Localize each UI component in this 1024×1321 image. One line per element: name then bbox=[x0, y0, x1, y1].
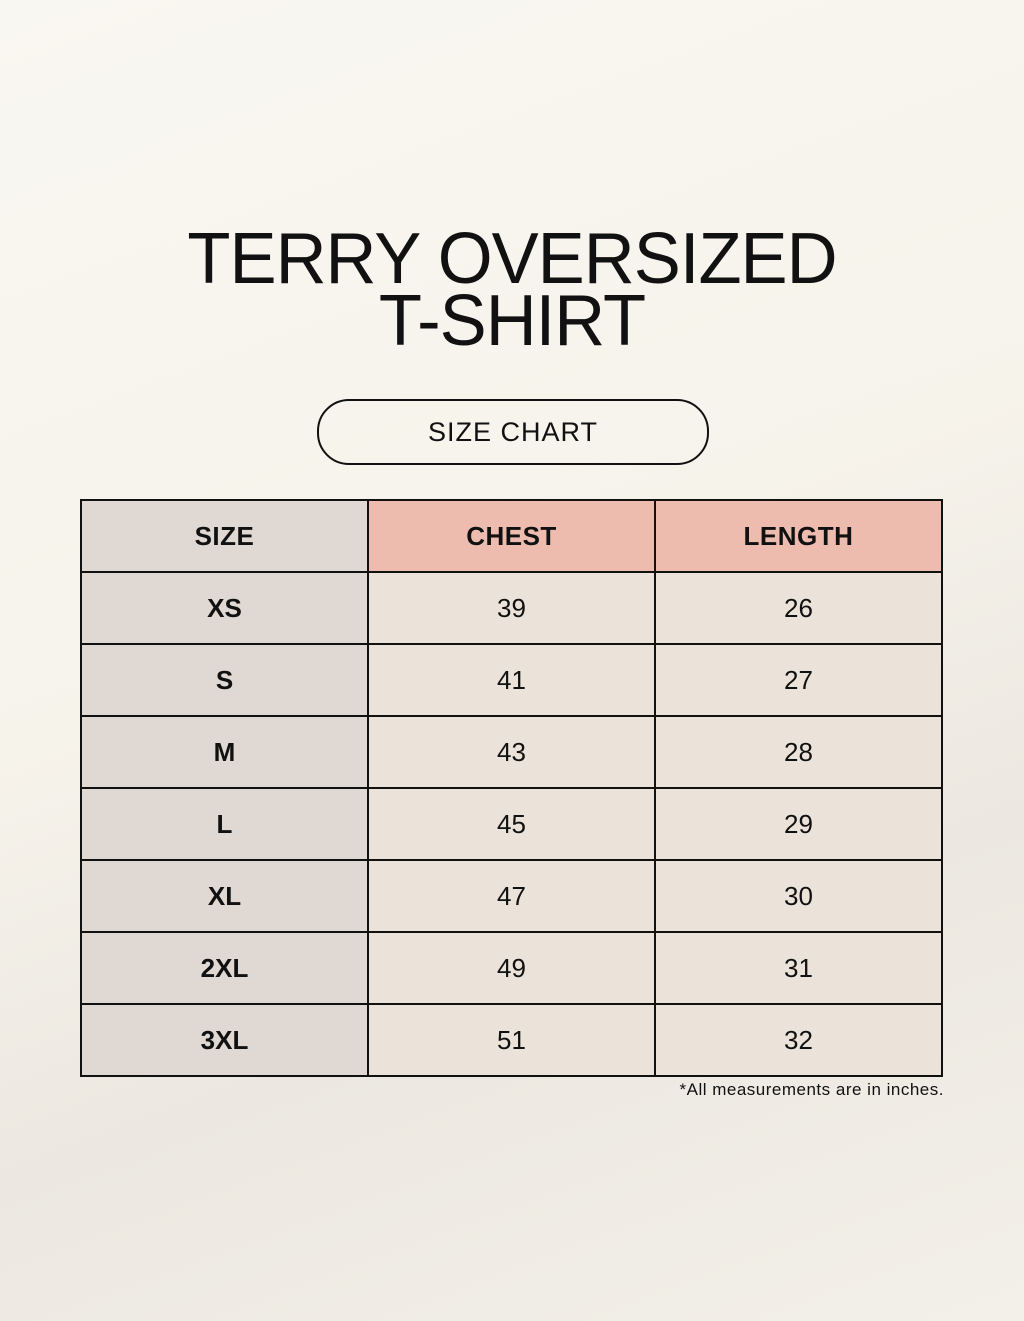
table-row: L 45 29 bbox=[80, 787, 943, 861]
chest-cell: 49 bbox=[367, 931, 656, 1005]
table-row: S 41 27 bbox=[80, 643, 943, 717]
size-cell: M bbox=[80, 715, 369, 789]
size-cell: L bbox=[80, 787, 369, 861]
length-cell: 26 bbox=[654, 571, 943, 645]
chest-cell: 43 bbox=[367, 715, 656, 789]
table-row: XS 39 26 bbox=[80, 571, 943, 645]
title-line-1: TERRY OVERSIZED bbox=[187, 219, 837, 299]
footnote: *All measurements are in inches. bbox=[679, 1080, 944, 1099]
length-cell: 32 bbox=[654, 1003, 943, 1077]
table-row: XL 47 30 bbox=[80, 859, 943, 933]
table-header-row: SIZE CHEST LENGTH bbox=[80, 499, 943, 573]
length-cell: 29 bbox=[654, 787, 943, 861]
chest-cell: 45 bbox=[367, 787, 656, 861]
size-cell: 2XL bbox=[80, 931, 369, 1005]
size-cell: 3XL bbox=[80, 1003, 369, 1077]
header-length: LENGTH bbox=[654, 499, 943, 573]
page-title: TERRY OVERSIZED T-SHIRT bbox=[0, 219, 1024, 361]
chest-cell: 51 bbox=[367, 1003, 656, 1077]
table-row: 3XL 51 32 bbox=[80, 1003, 943, 1077]
header-chest: CHEST bbox=[367, 499, 656, 573]
length-cell: 31 bbox=[654, 931, 943, 1005]
chest-cell: 41 bbox=[367, 643, 656, 717]
header-size: SIZE bbox=[80, 499, 369, 573]
table-row: 2XL 49 31 bbox=[80, 931, 943, 1005]
size-chart-label: SIZE CHART bbox=[317, 399, 709, 465]
table-row: M 43 28 bbox=[80, 715, 943, 789]
title-line-2: T-SHIRT bbox=[378, 281, 646, 361]
chest-cell: 39 bbox=[367, 571, 656, 645]
length-cell: 27 bbox=[654, 643, 943, 717]
size-table: SIZE CHEST LENGTH XS 39 26 S 41 27 M 43 28 L 45 29 X… bbox=[80, 499, 943, 1077]
size-cell: XL bbox=[80, 859, 369, 933]
length-cell: 28 bbox=[654, 715, 943, 789]
length-cell: 30 bbox=[654, 859, 943, 933]
size-cell: XS bbox=[80, 571, 369, 645]
size-cell: S bbox=[80, 643, 369, 717]
chest-cell: 47 bbox=[367, 859, 656, 933]
